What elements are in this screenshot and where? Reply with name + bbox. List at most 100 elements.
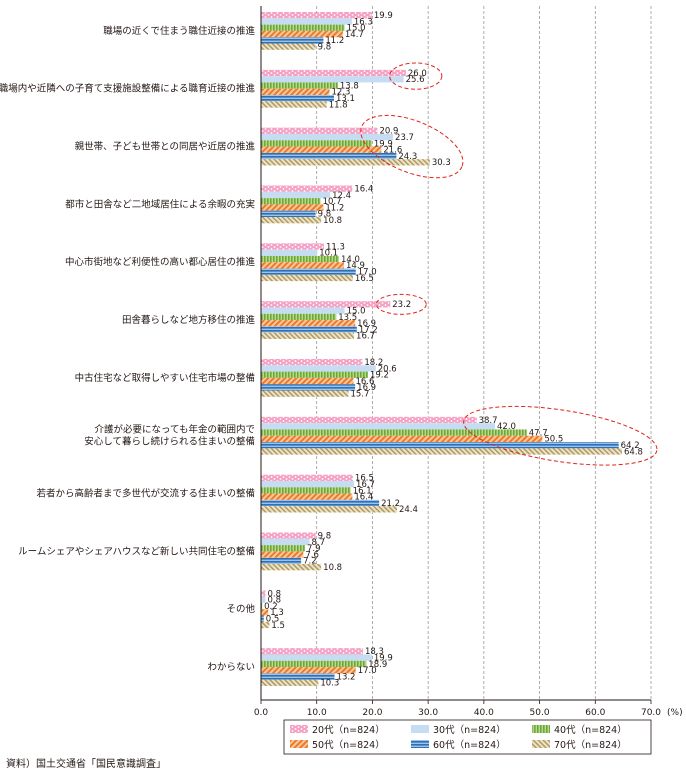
data-label: 7.9 (307, 544, 321, 554)
bar (261, 12, 372, 19)
bar (261, 371, 368, 378)
bar (261, 390, 349, 397)
bar (261, 127, 378, 134)
data-label: 19.9 (374, 139, 393, 149)
bar (261, 326, 357, 333)
x-tick-label: 20.0 (362, 708, 382, 718)
data-label: 0.2 (264, 602, 278, 612)
data-label: 18.2 (364, 358, 383, 368)
bar (261, 442, 619, 449)
data-label: 0.8 (267, 596, 281, 606)
bars-layer (261, 12, 623, 686)
bar (261, 487, 351, 494)
legend-swatch (532, 740, 550, 748)
bar (261, 76, 404, 83)
category-label: 介護が必要になっても年金の範囲内で (94, 424, 255, 436)
bar (261, 673, 335, 680)
data-label: 47.7 (529, 428, 548, 438)
legend-label: 40代（n=824） (554, 724, 627, 736)
bar (261, 564, 322, 571)
data-label: 16.5 (355, 274, 374, 284)
data-label: 10.3 (320, 679, 339, 689)
bar (261, 609, 269, 616)
bar (261, 204, 324, 211)
x-tick-label: 40.0 (474, 708, 494, 718)
legend-label: 20代（n=824） (312, 724, 385, 736)
bar (261, 152, 397, 160)
data-label: 23.2 (392, 300, 411, 310)
legend-box (283, 719, 652, 755)
highlight-ellipses (360, 62, 658, 466)
bar (261, 95, 334, 102)
data-label: 14.0 (341, 255, 360, 265)
data-label: 8.7 (311, 538, 325, 548)
data-label: 13.8 (340, 81, 359, 91)
data-label: 21.6 (383, 146, 402, 156)
data-label: 10.8 (323, 216, 342, 226)
bar (261, 82, 338, 89)
bar (261, 268, 356, 275)
bar (261, 615, 264, 622)
data-label: 19.2 (370, 371, 389, 381)
data-label: 24.4 (399, 505, 418, 515)
bar (261, 474, 353, 481)
data-label: 12.3 (332, 88, 351, 98)
data-label: 13.1 (336, 94, 355, 104)
bar (261, 480, 355, 488)
bar (261, 506, 397, 513)
data-label: 10.8 (323, 563, 342, 573)
bar (261, 101, 327, 108)
category-label: 職場内や近隣への子育て支援施設整備による職育近接の推進 (0, 83, 255, 95)
data-label: 50.5 (544, 435, 563, 445)
category-label: 親世帯、子ども世帯との同居や近居の推進 (75, 141, 256, 153)
legend-swatch (411, 725, 429, 733)
data-label: 0.8 (267, 589, 281, 599)
data-label: 10.1 (319, 249, 338, 259)
data-label: 17.0 (358, 666, 377, 676)
bar (261, 255, 339, 263)
axes-layer: 0.0 10.0 20.0 30.0 40.0 50.0 60.0 70.0 (%) (254, 6, 683, 718)
data-label: 17.0 (358, 268, 377, 278)
data-label: 16.4 (354, 185, 373, 195)
bar (261, 320, 356, 327)
bar (261, 43, 316, 50)
data-label: 11.8 (329, 100, 348, 110)
bar (261, 365, 376, 372)
data-label: 9.8 (318, 532, 332, 542)
data-label: 15.0 (347, 24, 366, 34)
category-label: 中古住宅など取得しやすい住宅市場の整備 (75, 372, 255, 384)
data-label: 17.2 (359, 325, 378, 335)
bar (261, 538, 310, 546)
x-tick-label: 10.0 (307, 708, 327, 718)
highlight-ellipse (375, 293, 427, 315)
data-label: 64.2 (621, 441, 640, 451)
legend-swatch (290, 725, 308, 733)
bar (261, 648, 363, 655)
data-label: 11.3 (326, 242, 345, 252)
bar (261, 210, 316, 217)
data-label: 12.4 (332, 191, 351, 201)
category-label: その他 (226, 603, 255, 615)
data-label: 11.2 (325, 203, 344, 213)
data-label: 16.7 (356, 480, 375, 490)
gridlines (316, 6, 652, 700)
bar (261, 24, 345, 31)
bar (261, 146, 382, 153)
data-label: 20.6 (378, 364, 397, 374)
category-label: 若者から高齢者まで多世代が交流する住まいの整備 (36, 488, 255, 500)
category-labels-layer: 職場の近くで住まう職住近接の推進職場内や近隣への子育て支援施設整備による職育近接… (0, 25, 255, 673)
bar (261, 557, 302, 564)
legend-swatch (411, 740, 429, 748)
data-label: 26.0 (408, 69, 427, 79)
bar (261, 590, 266, 597)
data-label: 16.3 (354, 17, 373, 27)
x-tick-label: 30.0 (418, 708, 438, 718)
bar (261, 384, 356, 391)
legend-label: 30代（n=824） (433, 724, 506, 736)
data-label: 7.2 (303, 557, 317, 567)
bar (261, 545, 306, 552)
bar (261, 274, 353, 282)
legend: 20代（n=824） 30代（n=824） 40代（n=824） 50代（n=824）… (283, 719, 652, 755)
bar (261, 551, 304, 558)
data-label: 20.9 (379, 127, 398, 137)
